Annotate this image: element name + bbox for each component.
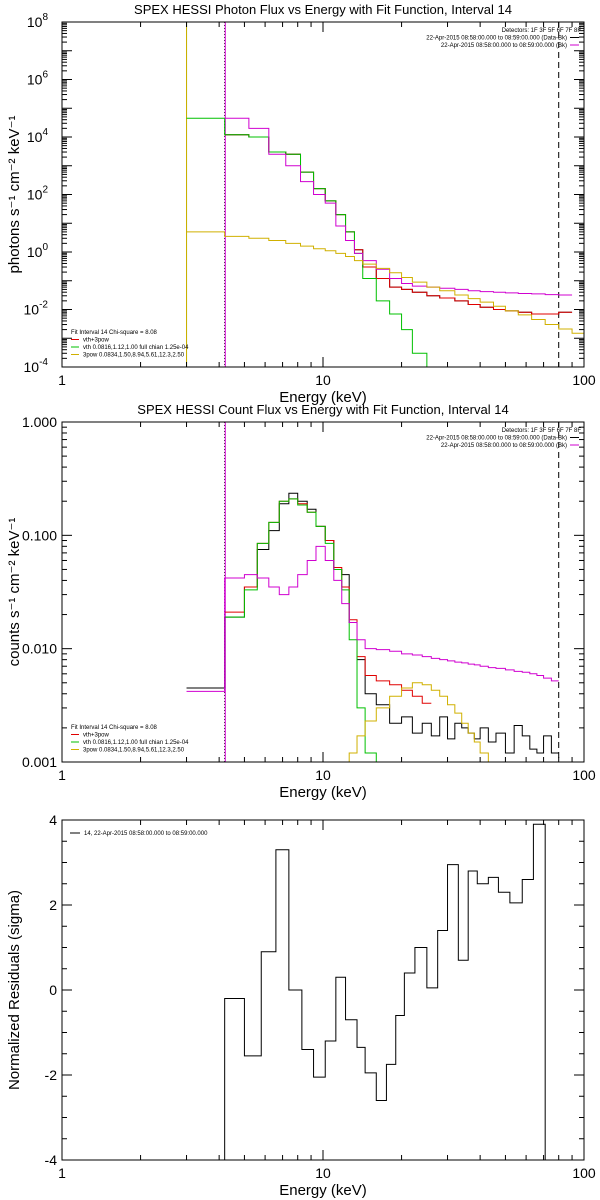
count-flux-plot: SPEX HESSI Count Flux vs Energy with Fit… xyxy=(6,402,596,801)
photon-flux-bottom-legend-text-0: Fit Interval 14 Chi-square = 8.08 xyxy=(71,330,158,336)
photon-flux-x-tick-label-2: 100 xyxy=(572,372,596,388)
count-flux-bottom-legend-text-1: vth+3pow xyxy=(83,733,110,739)
residuals-frame xyxy=(61,819,585,1161)
photon-flux-y-tick-label-4: 104 xyxy=(27,127,49,145)
photon-flux-y-tick-label-2: 100 xyxy=(27,242,49,260)
photon-flux-series-4 xyxy=(186,231,584,334)
photon-flux-plot-area xyxy=(186,22,584,367)
residuals-x-tick-label-1: 10 xyxy=(315,1165,331,1181)
photon-flux-top-legend-text-1: 22-Apr-2015 08:58:00.000 to 08:59:00.000… xyxy=(426,36,567,42)
photon-flux-y-axis-label: photons s⁻¹ cm⁻² keV⁻¹ xyxy=(6,116,23,274)
photon-flux-bottom-legend-text-3: 3pow 0.0834,1.50,8.94,5.61,12.3,2.50 xyxy=(83,353,185,359)
photon-flux-x-tick-label-0: 1 xyxy=(58,372,66,388)
photon-flux-top-legend-text-0: Detectors: 1F 3F 5F 6F 7F 8F xyxy=(502,28,582,34)
count-flux-series-3 xyxy=(186,545,559,692)
residuals-y-tick-label-2: 0 xyxy=(49,982,57,998)
count-flux-series-4 xyxy=(333,682,515,762)
count-flux-bottom-legend-text-0: Fit Interval 14 Chi-square = 8.08 xyxy=(71,725,158,731)
residuals-y-tick-label-1: -2 xyxy=(45,1067,58,1083)
count-flux-title: SPEX HESSI Count Flux vs Energy with Fit… xyxy=(137,402,508,417)
photon-flux-y-tick-label-1: 10-2 xyxy=(24,300,49,318)
count-flux-bottom-legend-text-2: vth 0.0816,1.12,1.00 full chian 1.25e-04 xyxy=(83,740,189,746)
photon-flux-x-axis-label: Energy (keV) xyxy=(279,389,367,406)
photon-flux-x-tick-label-1: 10 xyxy=(315,372,331,388)
count-flux-series-2 xyxy=(224,498,402,762)
photon-flux-y-tick-label-0: 10-4 xyxy=(24,357,49,375)
count-flux-x-tick-label-1: 10 xyxy=(315,767,331,783)
count-flux-y-tick-label-3: 1.000 xyxy=(22,414,57,430)
residuals-x-axis-label: Energy (keV) xyxy=(279,1182,367,1199)
residuals-y-tick-label-0: -4 xyxy=(45,1152,58,1168)
count-flux-top-legend-text-0: Detectors: 1F 3F 5F 6F 7F 8F xyxy=(502,428,582,434)
residuals-y-tick-label-3: 2 xyxy=(49,897,57,913)
count-flux-top-legend-text-2: 22-Apr-2015 08:58:00.000 to 08:59:00.000… xyxy=(441,443,567,449)
count-flux-frame xyxy=(61,421,585,763)
count-flux-top-legend-text-1: 22-Apr-2015 08:58:00.000 to 08:59:00.000… xyxy=(426,436,567,442)
count-flux-y-tick-label-1: 0.010 xyxy=(22,641,57,657)
photon-flux-top-legend-text-2: 22-Apr-2015 08:58:00.000 to 08:59:00.000… xyxy=(441,43,567,49)
photon-flux-y-tick-label-6: 108 xyxy=(27,12,49,30)
count-flux-y-axis-label: counts s⁻¹ cm⁻² keV⁻¹ xyxy=(6,518,23,667)
photon-flux-series-2 xyxy=(186,117,440,367)
photon-flux-y-tick-label-5: 106 xyxy=(27,70,49,88)
photon-flux-bottom-legend-text-2: vth 0.0816,1.12,1.00 full chian 1.25e-04 xyxy=(83,345,189,351)
count-flux-bottom-legend-text-3: 3pow 0.0834,1.50,8.94,5.61,12.3,2.50 xyxy=(83,748,185,754)
residuals-y-tick-label-4: 4 xyxy=(49,812,57,828)
residuals-plot-area xyxy=(224,823,546,1160)
photon-flux-series-3 xyxy=(224,117,573,296)
photon-flux-bottom-legend-text-1: vth+3pow xyxy=(83,338,110,344)
photon-flux-title: SPEX HESSI Photon Flux vs Energy with Fi… xyxy=(134,2,512,17)
residuals-x-tick-label-0: 1 xyxy=(58,1165,66,1181)
count-flux-y-tick-label-2: 0.100 xyxy=(22,527,57,543)
residuals-top-legend-text-0: 14, 22-Apr-2015 08:58:00.000 to 08:59:00… xyxy=(84,831,208,837)
photon-flux-y-tick-label-3: 102 xyxy=(27,185,49,203)
count-flux-y-tick-label-0: 0.001 xyxy=(22,754,57,770)
count-flux-x-tick-label-2: 100 xyxy=(572,767,596,783)
residuals-plot: Energy (keV) Normalized Residuals (sigma… xyxy=(6,812,596,1199)
residuals-y-axis-label: Normalized Residuals (sigma) xyxy=(6,890,23,1090)
count-flux-plot-area xyxy=(186,422,560,762)
count-flux-x-axis-label: Energy (keV) xyxy=(279,784,367,801)
count-flux-series-0 xyxy=(186,492,559,754)
residuals-x-tick-label-2: 100 xyxy=(572,1165,596,1181)
residuals-series-0 xyxy=(224,823,546,1160)
count-flux-x-tick-label-0: 1 xyxy=(58,767,66,783)
photon-flux-series-1 xyxy=(224,134,573,315)
photon-flux-plot: SPEX HESSI Photon Flux vs Energy with Fi… xyxy=(6,2,596,406)
count-flux-series-1 xyxy=(224,498,432,704)
